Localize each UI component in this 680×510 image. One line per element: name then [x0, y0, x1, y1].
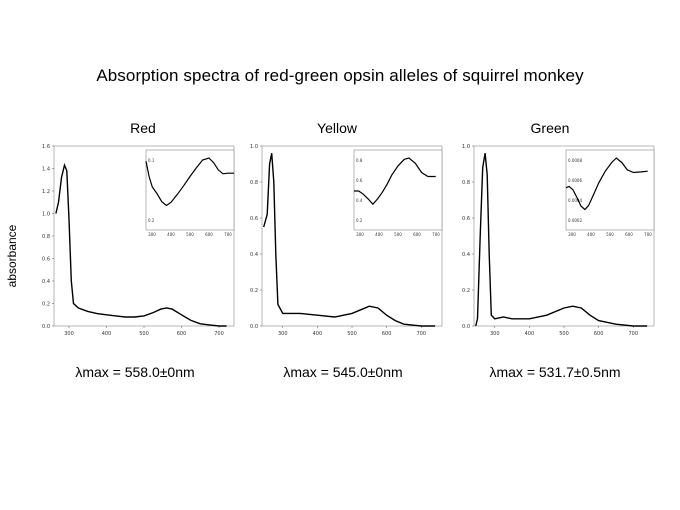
lambda-max-red: λmax = 558.0±0nm	[75, 364, 195, 380]
inset-x-tick-label: 700	[644, 232, 652, 237]
y-tick-label: 0.4	[42, 279, 50, 285]
x-tick-label: 500	[347, 331, 357, 337]
inset-y-tick-label: 0.0002	[568, 218, 582, 223]
y-tick-label: 1.0	[42, 212, 50, 218]
inset-x-tick-label: 400	[587, 232, 595, 237]
inset-x-tick-label: 700	[432, 232, 440, 237]
chart-panel-red: 0.0 0.2 0.4 0.6 0.8 1.0 1.2 1.4 1.6 300 400 500 600 7…	[42, 144, 235, 337]
inset-frame	[145, 149, 235, 231]
inset-x-tick-label: 700	[224, 232, 232, 237]
inset-curve	[565, 157, 648, 211]
inset-y-tick-label: 0.0006	[568, 178, 582, 183]
y-tick-label: 0.6	[42, 257, 50, 263]
y-tick-label: 0.8	[462, 180, 470, 186]
lambda-max-yellow: λmax = 545.0±0nm	[283, 364, 403, 380]
inset-x-tick-label: 600	[625, 232, 633, 237]
y-tick-label: 1.0	[462, 144, 470, 150]
panel-label-red: Red	[130, 120, 156, 136]
y-tick-label: 0.6	[250, 216, 258, 222]
x-tick-label: 700	[416, 331, 426, 337]
inset-curve	[145, 157, 234, 207]
inset-x-tick-label: 400	[167, 232, 175, 237]
inset-x-tick-label: 600	[205, 232, 213, 237]
x-tick-label: 400	[102, 331, 112, 337]
x-tick-label: 400	[525, 331, 535, 337]
inset-y-tick-label: 0.8	[356, 158, 363, 163]
y-tick-label: 1.4	[42, 167, 50, 173]
y-tick-label: 0.0	[462, 324, 470, 330]
x-tick-label: 600	[594, 331, 604, 337]
x-tick-label: 600	[382, 331, 392, 337]
y-tick-label: 0.8	[250, 180, 258, 186]
inset-x-tick-label: 400	[375, 232, 383, 237]
inset-y-tick-label: 0.4	[356, 198, 363, 203]
y-tick-label: 0.2	[462, 288, 470, 294]
inset-curve	[354, 157, 436, 206]
absorbance-curve	[55, 162, 227, 327]
absorbance-curve	[475, 153, 648, 327]
y-tick-label: 0.2	[250, 288, 258, 294]
absorbance-curve	[263, 153, 436, 327]
inset-x-tick-label: 500	[186, 232, 194, 237]
inset-y-tick-label: 0.2	[148, 218, 155, 223]
lambda-max-green: λmax = 531.7±0.5nm	[489, 364, 621, 380]
inset-x-tick-label: 300	[568, 232, 576, 237]
x-tick-label: 300	[278, 331, 288, 337]
y-tick-label: 0.0	[250, 324, 258, 330]
inset-y-tick-label: 0.6	[356, 178, 363, 183]
y-axis-label: absorbance	[5, 224, 19, 288]
inset-frame	[565, 149, 655, 231]
x-tick-label: 400	[313, 331, 323, 337]
x-tick-label: 700	[628, 331, 638, 337]
x-tick-label: 600	[177, 331, 187, 337]
x-tick-label: 700	[214, 331, 224, 337]
y-tick-label: 0.4	[462, 252, 470, 258]
panel-label-yellow: Yellow	[317, 120, 357, 136]
x-tick-label: 300	[64, 331, 74, 337]
y-tick-label: 1.6	[42, 144, 50, 150]
y-tick-label: 1.2	[42, 189, 50, 195]
y-tick-label: 1.0	[250, 144, 258, 150]
inset-x-tick-label: 500	[394, 232, 402, 237]
inset-x-tick-label: 500	[606, 232, 614, 237]
inset-x-tick-label: 300	[148, 232, 156, 237]
panel-label-green: Green	[530, 120, 570, 136]
chart-panel-yellow: 0.0 0.2 0.4 0.6 0.8 1.0 300 400 500 600 700 0.8 0.6 0…	[250, 144, 443, 337]
chart-panel-green: 0.0 0.2 0.4 0.6 0.8 1.0 300 400 500 600 700 0.0008 0…	[462, 144, 655, 337]
x-tick-label: 300	[490, 331, 500, 337]
y-tick-label: 0.0	[42, 324, 50, 330]
inset-y-tick-label: 0.0008	[568, 158, 582, 163]
inset-y-tick-label: 0.0004	[568, 198, 582, 203]
y-tick-label: 0.2	[42, 302, 50, 308]
inset-x-tick-label: 300	[356, 232, 364, 237]
chart-title: Absorption spectra of red-green opsin al…	[96, 66, 584, 85]
x-tick-label: 500	[559, 331, 569, 337]
inset-y-tick-label: 0.1	[148, 158, 155, 163]
inset-y-tick-label: 0.2	[356, 218, 363, 223]
y-tick-label: 0.8	[42, 234, 50, 240]
inset-x-tick-label: 600	[413, 232, 421, 237]
y-tick-label: 0.6	[462, 216, 470, 222]
y-tick-label: 0.4	[250, 252, 258, 258]
x-tick-label: 500	[139, 331, 149, 337]
inset-frame	[353, 149, 443, 231]
